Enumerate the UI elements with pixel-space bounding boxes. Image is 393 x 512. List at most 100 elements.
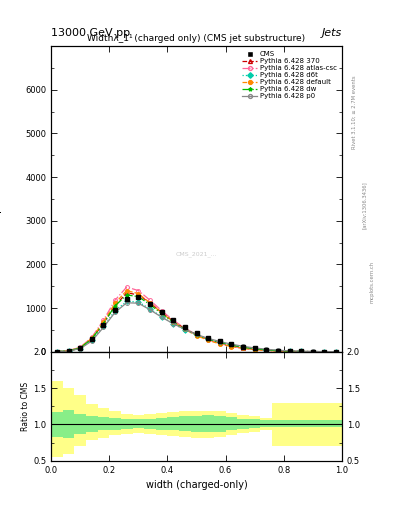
Pythia 6.428 370 xyxy=(113,303,118,309)
Pythia 6.428 p0 xyxy=(264,346,269,352)
Pythia 6.428 d6t xyxy=(252,346,257,352)
Pythia 6.428 p0 xyxy=(124,300,129,306)
Pythia 6.428 dw xyxy=(287,348,292,354)
Pythia 6.428 370 xyxy=(171,318,176,324)
Pythia 6.428 d6t xyxy=(206,336,211,342)
Pythia 6.428 d6t xyxy=(310,349,315,355)
Pythia 6.428 dw xyxy=(124,292,129,298)
Pythia 6.428 d6t xyxy=(148,306,152,312)
Pythia 6.428 default xyxy=(310,349,315,355)
Pythia 6.428 370 xyxy=(124,290,129,296)
Pythia 6.428 default xyxy=(194,332,199,338)
Text: [arXiv:1306.3436]: [arXiv:1306.3436] xyxy=(362,181,367,229)
Pythia 6.428 370 xyxy=(206,336,211,343)
Pythia 6.428 p0 xyxy=(252,345,257,351)
Pythia 6.428 370 xyxy=(136,292,141,298)
Pythia 6.428 370 xyxy=(322,349,327,355)
Text: mcplots.cern.ch: mcplots.cern.ch xyxy=(369,261,375,303)
Pythia 6.428 default xyxy=(287,348,292,354)
Pythia 6.428 p0 xyxy=(55,349,59,355)
Pythia 6.428 default xyxy=(241,345,245,351)
Pythia 6.428 dw xyxy=(78,345,83,351)
Pythia 6.428 p0 xyxy=(334,349,338,355)
Pythia 6.428 p0 xyxy=(299,348,303,354)
Text: Rivet 3.1.10; ≥ 2.7M events: Rivet 3.1.10; ≥ 2.7M events xyxy=(352,76,357,150)
Pythia 6.428 default xyxy=(206,337,211,344)
Pythia 6.428 atlas-csc xyxy=(148,297,152,303)
Pythia 6.428 atlas-csc xyxy=(334,349,338,355)
Pythia 6.428 atlas-csc xyxy=(217,340,222,347)
Pythia 6.428 370 xyxy=(101,320,106,326)
Pythia 6.428 p0 xyxy=(113,309,118,315)
Pythia 6.428 default xyxy=(252,347,257,353)
Pythia 6.428 dw xyxy=(252,346,257,352)
Pythia 6.428 default xyxy=(78,345,83,351)
Pythia 6.428 dw xyxy=(322,349,327,355)
Pythia 6.428 370 xyxy=(310,349,315,355)
Pythia 6.428 p0 xyxy=(78,346,83,352)
Line: Pythia 6.428 370: Pythia 6.428 370 xyxy=(55,291,338,354)
Pythia 6.428 p0 xyxy=(275,347,280,353)
Pythia 6.428 atlas-csc xyxy=(252,347,257,353)
Pythia 6.428 370 xyxy=(182,326,187,332)
Pythia 6.428 d6t xyxy=(229,342,234,348)
Pythia 6.428 370 xyxy=(252,346,257,352)
Pythia 6.428 p0 xyxy=(322,349,327,355)
Pythia 6.428 atlas-csc xyxy=(264,348,269,354)
Pythia 6.428 p0 xyxy=(206,335,211,342)
Pythia 6.428 default xyxy=(264,348,269,354)
Pythia 6.428 atlas-csc xyxy=(275,348,280,354)
Pythia 6.428 dw xyxy=(159,311,164,317)
Pythia 6.428 370 xyxy=(275,348,280,354)
Pythia 6.428 370 xyxy=(90,336,94,342)
Pythia 6.428 p0 xyxy=(194,331,199,337)
Pythia 6.428 p0 xyxy=(171,321,176,327)
Pythia 6.428 dw xyxy=(90,336,94,342)
Pythia 6.428 d6t xyxy=(159,314,164,320)
X-axis label: width (charged-only): width (charged-only) xyxy=(146,480,247,490)
Pythia 6.428 370 xyxy=(229,343,234,349)
Pythia 6.428 d6t xyxy=(322,349,327,355)
Line: Pythia 6.428 dw: Pythia 6.428 dw xyxy=(55,293,338,354)
Pythia 6.428 d6t xyxy=(55,349,59,355)
Pythia 6.428 default xyxy=(66,348,71,354)
Pythia 6.428 dw xyxy=(148,302,152,308)
Pythia 6.428 p0 xyxy=(217,338,222,345)
Pythia 6.428 atlas-csc xyxy=(194,332,199,338)
Pythia 6.428 dw xyxy=(310,349,315,355)
Pythia 6.428 default xyxy=(229,344,234,350)
Pythia 6.428 370 xyxy=(287,348,292,354)
Pythia 6.428 atlas-csc xyxy=(55,349,59,355)
Pythia 6.428 default xyxy=(124,287,129,293)
Pythia 6.428 atlas-csc xyxy=(78,344,83,350)
Pythia 6.428 dw xyxy=(171,319,176,325)
Y-axis label: $\mathregular{1}$
$\mathregular{\overline{\sigma}}$
$\mathregular{dN}$
$\mathreg: $\mathregular{1}$ $\mathregular{\overlin… xyxy=(0,174,1,224)
Pythia 6.428 atlas-csc xyxy=(322,349,327,355)
Pythia 6.428 atlas-csc xyxy=(113,297,118,303)
Pythia 6.428 p0 xyxy=(159,314,164,320)
Pythia 6.428 d6t xyxy=(287,348,292,354)
Pythia 6.428 d6t xyxy=(66,348,71,354)
Pythia 6.428 default xyxy=(55,349,59,355)
Pythia 6.428 atlas-csc xyxy=(241,345,245,351)
Pythia 6.428 370 xyxy=(241,345,245,351)
Pythia 6.428 370 xyxy=(217,340,222,346)
Pythia 6.428 default xyxy=(275,348,280,354)
Pythia 6.428 370 xyxy=(78,345,83,351)
Text: Jets: Jets xyxy=(321,28,342,38)
Pythia 6.428 default xyxy=(90,335,94,341)
Line: Pythia 6.428 p0: Pythia 6.428 p0 xyxy=(55,301,338,354)
Text: CMS_2021_...: CMS_2021_... xyxy=(176,251,217,257)
Pythia 6.428 default xyxy=(182,326,187,332)
Y-axis label: Ratio to CMS: Ratio to CMS xyxy=(21,381,30,431)
Pythia 6.428 atlas-csc xyxy=(159,308,164,314)
Pythia 6.428 dw xyxy=(229,342,234,348)
Pythia 6.428 p0 xyxy=(101,325,106,331)
Pythia 6.428 370 xyxy=(194,332,199,338)
Line: Pythia 6.428 atlas-csc: Pythia 6.428 atlas-csc xyxy=(55,285,338,354)
Title: Widthλ_1¹ (charged only) (CMS jet substructure): Widthλ_1¹ (charged only) (CMS jet substr… xyxy=(87,33,306,42)
Pythia 6.428 atlas-csc xyxy=(66,348,71,354)
Pythia 6.428 default xyxy=(113,300,118,306)
Pythia 6.428 default xyxy=(171,319,176,325)
Pythia 6.428 dw xyxy=(182,326,187,332)
